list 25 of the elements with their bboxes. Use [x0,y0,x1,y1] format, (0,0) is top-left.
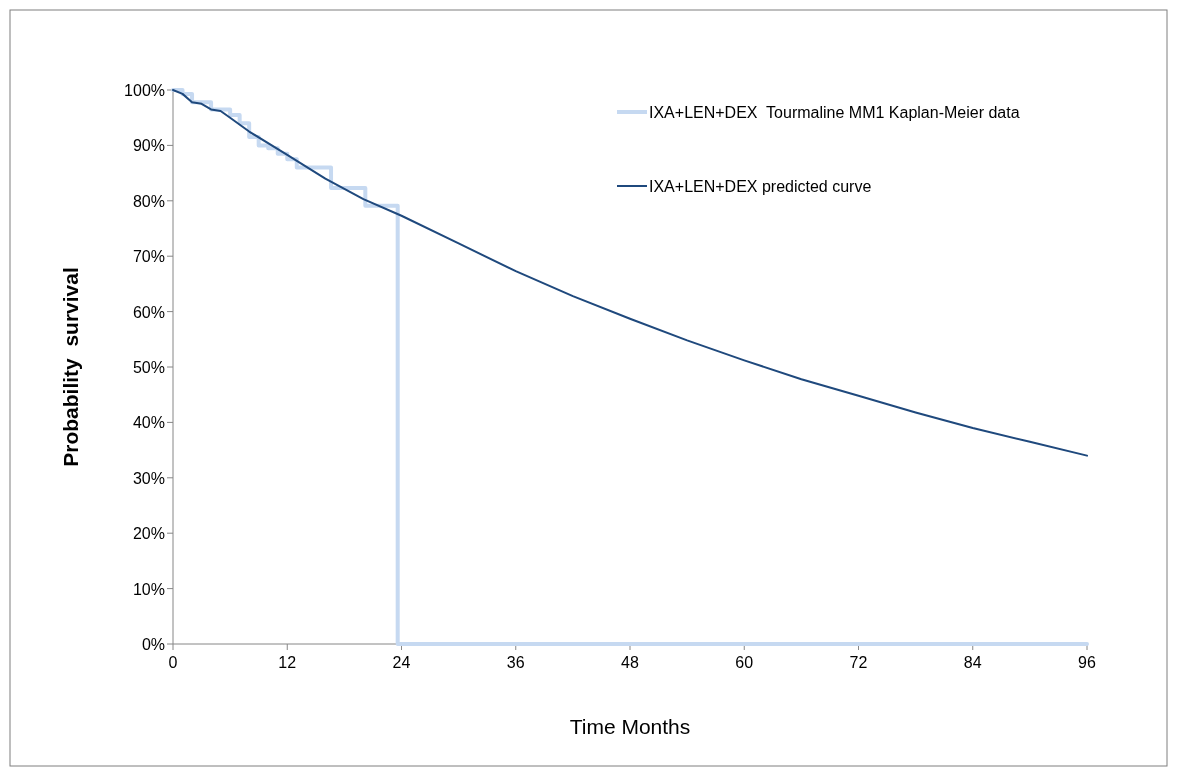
y-tick-label: 20% [132,525,165,543]
y-tick-label: 60% [132,303,165,321]
y-tick-label: 10% [132,580,165,598]
x-tick-label: 12 [278,654,297,671]
x-tick-label: 84 [963,654,982,671]
y-tick-label: 90% [132,137,165,155]
y-axis-title: Probability survival [59,267,82,467]
x-axis-title: Time Months [569,715,691,738]
y-tick-label: 0% [141,636,165,653]
y-tick-label: 30% [132,469,165,487]
line-series [172,89,1088,457]
y-tick-label: 50% [132,359,165,376]
y-tick-label: 70% [132,248,165,266]
legend-label: IXA+LEN+DEX Tourmaline MM1 Kaplan-Meier data [649,104,1020,121]
x-tick-label: 96 [1078,654,1096,671]
legend-label: IXA+LEN+DEX predicted curve [649,178,872,195]
y-tick-label: 80% [132,192,165,210]
y-tick-label: 40% [132,414,165,432]
y-tick-label: 100% [124,82,165,99]
x-tick-label: 72 [849,654,868,671]
x-tick-label: 60 [735,654,754,671]
x-tick-label: 0 [168,654,178,671]
x-tick-label: 36 [506,654,525,671]
x-tick-label: 48 [621,654,639,671]
x-tick-label: 24 [392,654,411,671]
